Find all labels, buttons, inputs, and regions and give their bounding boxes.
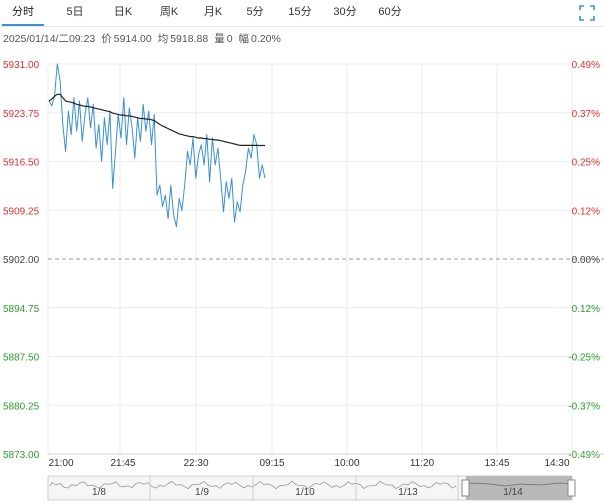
tab-60min[interactable]: 60分: [378, 6, 402, 18]
period-tabs: 分时 5日 日K 周K 月K 5分 15分 30分 60分: [0, 0, 604, 26]
tab-5min[interactable]: 5分: [246, 6, 264, 18]
navigator-day-label: 1/14: [503, 487, 523, 498]
y-tick-label-left: 5887.50: [3, 353, 40, 364]
y-tick-label-right: 0.12%: [572, 206, 600, 217]
tab-monthly-k[interactable]: 月K: [203, 6, 223, 18]
tab-5day[interactable]: 5日: [66, 6, 84, 18]
navigator-day-label: 1/10: [295, 487, 315, 498]
y-tick-label-right: -0.25%: [568, 353, 600, 364]
volume-value: 0: [226, 33, 233, 45]
x-tick-label: 09:15: [259, 458, 284, 469]
x-tick-label: 21:45: [110, 458, 135, 469]
navigator-day-label: 1/13: [398, 487, 418, 498]
left-handle-icon[interactable]: [461, 479, 470, 497]
change-value: 0.20%: [251, 33, 281, 45]
volume-label: 量: [214, 33, 225, 45]
x-tick-label: 14:30: [544, 458, 569, 469]
tab-30min[interactable]: 30分: [333, 6, 357, 18]
navigator-selection[interactable]: [466, 476, 572, 500]
y-tick-label-left: 5873.00: [3, 450, 40, 461]
intraday-chart[interactable]: 5931.00 0.49% 5923.75 0.37% 5916.50 0.25% 5909…: [0, 52, 604, 497]
avg-value: 5918.88: [170, 33, 209, 45]
y-tick-label-right: 0.37%: [572, 109, 600, 120]
quote-info-bar: 2025/01/14/二09:23 价 5914.00 均 5918.88 量 0 幅 0.20…: [3, 31, 287, 46]
right-handle-icon[interactable]: [567, 479, 576, 497]
x-tick-label: 13:45: [484, 458, 509, 469]
navigator-day-label: 1/8: [92, 487, 106, 498]
tab-intraday[interactable]: 分时: [2, 0, 44, 26]
navigator-overview-line: [49, 480, 457, 490]
fullscreen-expand-icon[interactable]: [578, 4, 596, 22]
quote-datetime: 2025/01/14/二09:23: [3, 33, 96, 45]
avg-label: 均: [157, 33, 169, 45]
y-tick-label-right: 0.25%: [572, 158, 600, 169]
tab-divider: [0, 26, 604, 27]
y-tick-label-left: 5880.25: [3, 401, 40, 412]
x-tick-label: 11:20: [410, 458, 435, 469]
y-tick-label-right: 0.49%: [572, 60, 600, 71]
y-tick-label-left: 5931.00: [3, 60, 40, 71]
y-tick-label-left: 5902.00: [3, 255, 40, 266]
tab-weekly-k[interactable]: 周K: [159, 6, 179, 18]
tab-daily-k[interactable]: 日K: [113, 6, 133, 18]
y-tick-label-left: 5923.75: [3, 109, 40, 120]
y-tick-label-left: 5909.25: [3, 206, 40, 217]
y-tick-label-left: 5916.50: [3, 158, 40, 169]
average-series-line: [48, 93, 265, 147]
y-tick-label-right: -0.49%: [568, 450, 600, 461]
y-tick-label-left: 5894.75: [3, 304, 40, 315]
navigator-selection-line: [467, 482, 571, 487]
price-series-line: [48, 63, 266, 228]
change-label: 幅: [238, 33, 250, 45]
tab-15min[interactable]: 15分: [288, 6, 312, 18]
x-tick-label: 10:00: [334, 458, 359, 469]
price-value: 5914.00: [113, 33, 152, 45]
y-tick-label-right: 0.00%: [572, 255, 600, 266]
x-tick-label: 22:30: [183, 458, 208, 469]
price-label: 价: [101, 33, 112, 45]
y-tick-label-right: 0.12%: [572, 304, 600, 315]
navigator-day-label: 1/9: [195, 487, 209, 498]
x-tick-label: 21:00: [48, 458, 73, 469]
y-tick-label-right: -0.37%: [568, 401, 600, 412]
time-navigator[interactable]: 1/8 1/9 1/10 1/13 1/14: [0, 472, 604, 502]
